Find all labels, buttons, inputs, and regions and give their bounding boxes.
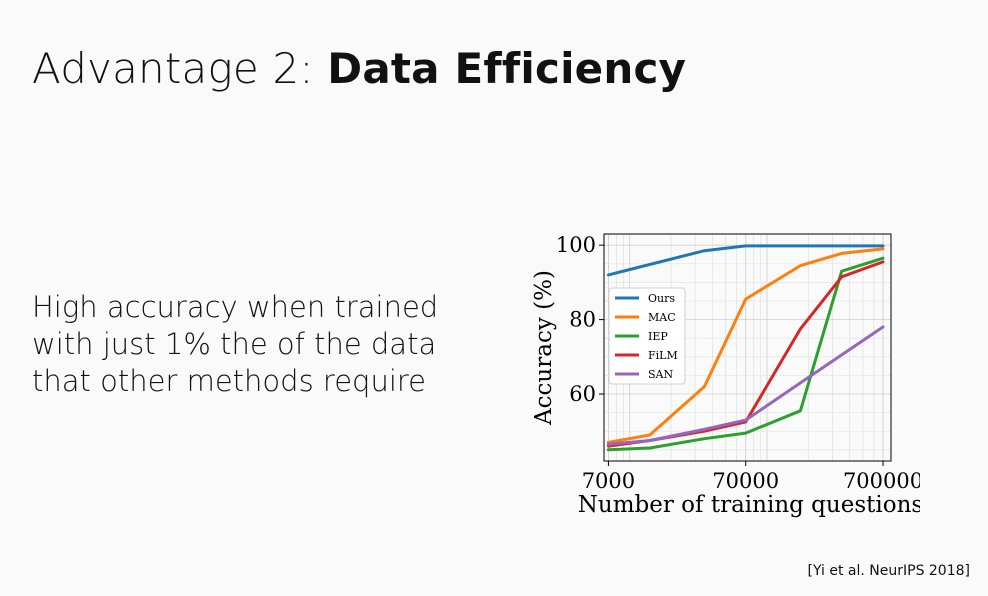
x-axis-label: Number of training questions bbox=[578, 492, 920, 518]
legend-label: IEP bbox=[648, 330, 668, 343]
legend-label: SAN bbox=[648, 368, 673, 381]
series-line-san bbox=[606, 325, 885, 446]
series-line-mac bbox=[606, 247, 885, 444]
series-line-ours bbox=[606, 244, 885, 277]
y-tick-label: 100 bbox=[556, 233, 596, 257]
x-tick-label: 700000 bbox=[843, 469, 920, 493]
x-tick-label: 7000 bbox=[582, 469, 635, 493]
y-tick-label: 80 bbox=[569, 308, 596, 332]
y-tick-label: 60 bbox=[569, 382, 596, 406]
legend-label: Ours bbox=[648, 292, 675, 305]
axis-ticks: 7000 70000 700000 60 80 100 bbox=[556, 233, 920, 493]
series-lines bbox=[606, 244, 885, 452]
y-axis-label: Accuracy (%) bbox=[531, 270, 557, 426]
legend-box bbox=[608, 287, 686, 385]
legend-label: FiLM bbox=[648, 349, 678, 362]
slide-title: Advantage 2: Data Efficiency bbox=[32, 44, 686, 93]
legend-label: MAC bbox=[648, 311, 676, 324]
legend: Ours MAC IEP FiLM SAN bbox=[608, 287, 686, 385]
title-prefix: Advantage 2: bbox=[32, 44, 328, 93]
body-text: High accuracy when trained with just 1% … bbox=[32, 290, 439, 398]
accuracy-chart: 7000 70000 700000 60 80 100 Ours MAC IEP FiLM SAN… bbox=[531, 233, 920, 518]
series-line-iep bbox=[606, 256, 885, 452]
plot-frame bbox=[603, 233, 892, 462]
title-bold: Data Efficiency bbox=[327, 44, 687, 93]
x-tick-label: 70000 bbox=[712, 469, 779, 493]
citation: [Yi et al. NeurIPS 2018] bbox=[807, 563, 971, 579]
